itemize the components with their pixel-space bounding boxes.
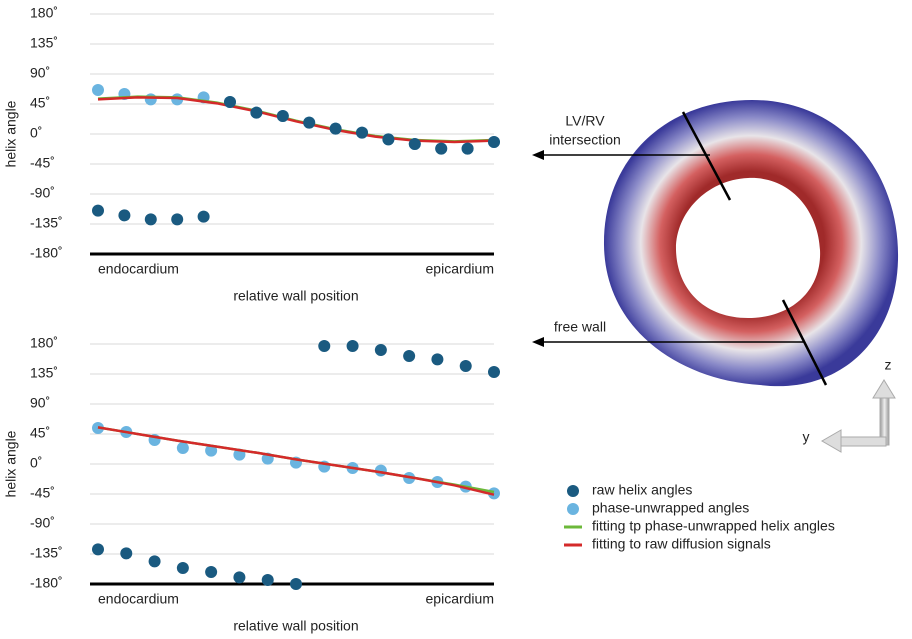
y-tick-label: -90˚ xyxy=(30,515,55,531)
data-point xyxy=(262,574,274,586)
data-point xyxy=(488,366,500,378)
data-point xyxy=(403,350,415,362)
figure: LV/RV intersection free wall z y 180˚ 135… xyxy=(0,0,912,639)
arrow-head xyxy=(532,337,544,347)
x-tick-label: epicardium xyxy=(426,591,494,607)
data-point xyxy=(224,96,236,108)
x-tick-label: endocardium xyxy=(98,591,179,607)
data-point xyxy=(375,344,387,356)
data-point xyxy=(177,442,189,454)
y-axis-label: helix angle xyxy=(3,100,19,167)
z-axis-head xyxy=(873,380,895,398)
annotation: free wall xyxy=(554,319,606,335)
y-tick-label: 0˚ xyxy=(30,125,42,141)
y-axis-head xyxy=(822,430,841,452)
data-point xyxy=(435,143,447,155)
y-tick-label: -135˚ xyxy=(30,215,63,231)
annotation: intersection xyxy=(549,132,621,148)
legend-label: fitting to raw diffusion signals xyxy=(592,536,771,552)
data-point xyxy=(145,93,157,105)
y-tick-label: 45˚ xyxy=(30,95,50,111)
y-tick-label: 45˚ xyxy=(30,425,50,441)
legend-swatch xyxy=(567,485,579,497)
arrow-head xyxy=(532,150,544,160)
y-tick-label: -45˚ xyxy=(30,485,55,501)
data-point xyxy=(198,211,210,223)
data-point xyxy=(303,117,315,129)
data-point xyxy=(460,360,472,372)
y-axis-label: helix angle xyxy=(3,430,19,497)
y-tick-label: -135˚ xyxy=(30,545,63,561)
legend-label: fitting tp phase-unwrapped helix angles xyxy=(592,518,835,534)
data-point xyxy=(488,136,500,148)
data-point xyxy=(145,213,157,225)
data-point xyxy=(92,543,104,555)
y-tick-label: 180˚ xyxy=(30,5,58,21)
data-point xyxy=(356,127,368,139)
data-point xyxy=(347,340,359,352)
y-tick-label: 180˚ xyxy=(30,335,58,351)
legend-label: phase-unwrapped angles xyxy=(592,500,749,516)
x-tick-label: endocardium xyxy=(98,261,179,277)
y-tick-label: -180˚ xyxy=(30,245,63,261)
fit-line xyxy=(98,97,494,142)
y-tick-label: 135˚ xyxy=(30,35,58,51)
y-tick-label: -45˚ xyxy=(30,155,55,171)
data-point xyxy=(290,578,302,590)
legend-swatch xyxy=(567,503,579,515)
y-tick-label: 90˚ xyxy=(30,395,50,411)
y-tick-label: 90˚ xyxy=(30,65,50,81)
data-point xyxy=(409,138,421,150)
data-point xyxy=(277,110,289,122)
data-point xyxy=(250,107,262,119)
data-point xyxy=(171,213,183,225)
data-point xyxy=(431,353,443,365)
data-point xyxy=(330,123,342,135)
myocardium xyxy=(604,100,898,386)
x-axis-label: relative wall position xyxy=(233,288,358,304)
data-point xyxy=(177,562,189,574)
y-tick-label: 135˚ xyxy=(30,365,58,381)
x-axis-label: relative wall position xyxy=(233,618,358,634)
x-tick-label: epicardium xyxy=(426,261,494,277)
axis-letter: y xyxy=(803,429,810,445)
data-point xyxy=(92,205,104,217)
data-point xyxy=(118,209,130,221)
data-point xyxy=(149,555,161,567)
y-tick-label: 0˚ xyxy=(30,455,42,471)
legend-label: raw helix angles xyxy=(592,482,692,498)
y-tick-label: -180˚ xyxy=(30,575,63,591)
data-point xyxy=(318,340,330,352)
data-point xyxy=(120,547,132,559)
data-point xyxy=(233,571,245,583)
data-point xyxy=(382,133,394,145)
annotation: LV/RV xyxy=(565,113,605,129)
heart-rendering: LV/RV intersection free wall z y xyxy=(532,100,898,452)
data-point xyxy=(462,143,474,155)
data-point xyxy=(92,84,104,96)
axis-letter: z xyxy=(885,357,892,373)
data-point xyxy=(205,566,217,578)
y-axis-arrow xyxy=(838,437,886,446)
y-tick-label: -90˚ xyxy=(30,185,55,201)
